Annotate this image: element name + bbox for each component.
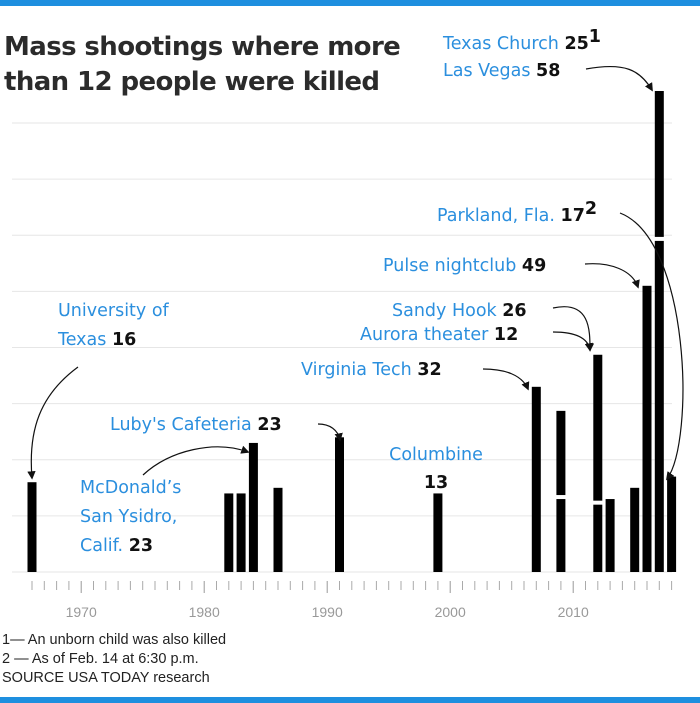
x-tick-label: 1980 xyxy=(189,604,220,620)
source-note: SOURCE USA TODAY research xyxy=(2,670,210,686)
annotation-value: 23 xyxy=(257,415,281,435)
annotation: Luby's Cafeteria 23 xyxy=(110,415,282,435)
annotation: Aurora theater 12 xyxy=(360,325,518,345)
bar-segment xyxy=(630,487,640,572)
bar-segment xyxy=(642,285,652,572)
annotation-label: Luby's Cafeteria 23 xyxy=(110,415,282,435)
annotation-value: 13 xyxy=(424,473,448,493)
top-accent-bar xyxy=(0,0,700,6)
bar-segment xyxy=(248,442,258,572)
annotation: Las Vegas 58 xyxy=(443,61,560,81)
x-tick-label: 1970 xyxy=(66,604,97,620)
annotation-label: Parkland, Fla. 172 xyxy=(437,199,597,226)
annotation-value: 32 xyxy=(417,360,441,380)
annotation-label: Calif. 23 xyxy=(80,536,153,556)
annotation-label: Pulse nightclub 49 xyxy=(383,256,546,276)
x-tick-label: 1990 xyxy=(312,604,343,620)
annotation-value: 12 xyxy=(494,325,518,345)
connector-arrow xyxy=(482,368,530,391)
annotation: McDonald’s San Ysidro, Calif. 23 xyxy=(80,478,181,556)
annotation-label: University of xyxy=(58,301,170,321)
footnotes: 1— An unborn child was also killed 2 — A… xyxy=(2,631,226,688)
chart-title: Mass shootings where more than 12 people… xyxy=(4,32,401,97)
connector-arrow xyxy=(142,445,250,476)
annotation-value: 49 xyxy=(522,256,546,276)
annotation-label: Sandy Hook 26 xyxy=(392,301,527,321)
x-tick-label: 2000 xyxy=(435,604,466,620)
annotation: Sandy Hook 26 xyxy=(392,301,527,321)
annotation-label: Texas Church 251 xyxy=(442,27,601,54)
annotation-label: Columbine xyxy=(389,445,483,465)
x-tick-label: 2010 xyxy=(558,604,589,620)
bar-segment xyxy=(236,493,246,572)
annotation-label: McDonald’s xyxy=(80,478,181,498)
bar-segment xyxy=(667,476,677,572)
annotation-value: 16 xyxy=(112,330,136,350)
annotation: Parkland, Fla. 172 xyxy=(437,199,597,226)
annotation-label: Virginia Tech 32 xyxy=(301,360,442,380)
bar-segment xyxy=(27,482,37,572)
footnote-2: 2 — As of Feb. 14 at 6:30 p.m. xyxy=(2,651,199,667)
bar-segment xyxy=(433,493,443,572)
connectors xyxy=(27,65,684,481)
annotation-value: 23 xyxy=(129,536,153,556)
connector-arrow xyxy=(317,423,343,442)
bar-segment xyxy=(531,386,541,572)
annotations: University of Texas 16 McDonald’s San Ysidr… xyxy=(57,27,601,556)
annotation-label: San Ysidro, xyxy=(80,507,177,527)
footnote-1: 1— An unborn child was also killed xyxy=(2,632,227,648)
bar-segment xyxy=(556,410,566,496)
annotation-label: Texas 16 xyxy=(57,330,136,350)
bar-segment xyxy=(335,437,344,572)
bar-segment xyxy=(593,504,603,572)
annotation-value: 58 xyxy=(536,61,560,81)
annotation: Texas Church 251 xyxy=(442,27,601,54)
annotation-value: 26 xyxy=(502,301,526,321)
bar-segment xyxy=(605,499,615,572)
annotation: University of Texas 16 xyxy=(57,301,170,350)
x-axis: 1970 1980 1990 2000 2010 xyxy=(31,581,673,620)
bars xyxy=(27,91,677,572)
annotation-footnote-mark: 2 xyxy=(585,199,597,219)
bar-segment xyxy=(224,493,234,572)
connector-arrow xyxy=(584,263,640,289)
connector-arrow xyxy=(552,306,595,352)
bar-segment xyxy=(654,91,664,237)
bar-segment xyxy=(273,487,283,572)
connector-arrow xyxy=(585,65,653,92)
annotation-label: Las Vegas 58 xyxy=(443,61,560,81)
gridlines xyxy=(12,122,672,573)
annotation-footnote-mark: 1 xyxy=(589,27,601,47)
annotation: Columbine 13 xyxy=(389,445,483,493)
annotation-value: 25 xyxy=(564,34,588,54)
annotation-label: Aurora theater 12 xyxy=(360,325,518,345)
connector-arrow xyxy=(619,212,684,481)
bar-segment xyxy=(654,240,664,572)
bar-segment xyxy=(593,354,603,501)
annotation: Pulse nightclub 49 xyxy=(383,256,546,276)
annotation-value: 17 xyxy=(561,206,585,226)
bar-segment xyxy=(556,499,566,572)
annotation: Virginia Tech 32 xyxy=(301,360,442,380)
bottom-accent-bar xyxy=(0,697,700,703)
connector-arrow xyxy=(27,366,79,480)
